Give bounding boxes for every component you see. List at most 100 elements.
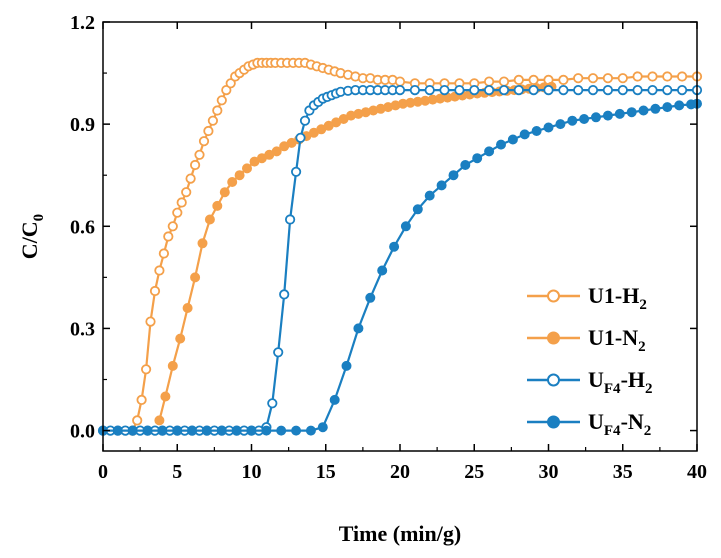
series-line-UF4-H2 — [103, 88, 697, 432]
data-point — [190, 272, 201, 283]
legend: U1-H2 U1-N2 UF4-H2 UF4-N2 — [527, 283, 653, 439]
data-point — [424, 190, 435, 201]
data-point — [221, 85, 232, 96]
data-point — [187, 425, 198, 436]
data-point — [662, 85, 673, 96]
data-point — [212, 105, 223, 116]
data-point — [513, 74, 524, 86]
data-point — [317, 422, 328, 433]
data-point — [353, 323, 364, 334]
data-point — [602, 73, 614, 84]
x-tick-label: 30 — [539, 461, 559, 483]
data-point — [460, 160, 471, 170]
data-point — [632, 85, 643, 96]
y-axis-label: C/C0 — [17, 214, 47, 259]
data-point — [132, 415, 143, 426]
data-point — [365, 292, 376, 303]
data-point — [273, 347, 284, 358]
data-point — [472, 153, 483, 164]
legend-label: U1-N2 — [588, 325, 646, 355]
data-point — [158, 248, 169, 259]
data-point — [424, 85, 435, 96]
legend-label: UF4-N2 — [588, 409, 651, 439]
legend-label: UF4-H2 — [588, 367, 653, 397]
series-line-U1-N2 — [158, 85, 552, 421]
data-point — [291, 425, 302, 436]
data-point — [602, 110, 613, 121]
data-point — [602, 85, 614, 96]
x-tick-label: 10 — [242, 461, 262, 483]
y-tick-label: 0.3 — [70, 318, 95, 340]
data-point — [175, 333, 186, 344]
data-point — [198, 136, 210, 147]
legend-entry-UF4-H2: UF4-H2 — [527, 367, 653, 397]
data-point — [439, 85, 450, 96]
data-point — [662, 102, 673, 113]
data-point — [587, 85, 599, 96]
data-point — [573, 85, 584, 96]
data-point — [212, 200, 223, 211]
data-point — [555, 119, 566, 130]
legend-label: U1-H2 — [588, 283, 647, 313]
data-point — [271, 146, 282, 157]
data-point — [185, 173, 196, 184]
data-point — [394, 76, 406, 87]
legend-marker — [547, 289, 560, 303]
data-point — [142, 425, 153, 436]
data-point — [674, 100, 685, 111]
data-point — [528, 85, 539, 96]
data-point — [203, 125, 214, 137]
data-point — [163, 231, 174, 242]
data-point — [647, 71, 658, 82]
data-point — [528, 74, 539, 86]
data-point — [295, 132, 306, 143]
data-point — [154, 415, 165, 426]
y-tick-label: 0.6 — [70, 216, 95, 238]
data-point — [377, 265, 388, 276]
data-point — [519, 129, 530, 140]
data-point — [400, 221, 411, 232]
data-point — [483, 85, 495, 96]
data-point — [242, 163, 252, 174]
axes-layer: 0 5 10 15 20 25 30 35 40 0.0 0.3 0.6 0.9 1.2 Time (min… — [17, 12, 707, 546]
series-UF4-N2 — [98, 98, 702, 436]
data-point — [154, 265, 165, 276]
data-point — [145, 316, 156, 327]
data-point — [591, 112, 601, 123]
data-point — [181, 187, 192, 198]
data-point — [157, 425, 168, 436]
data-point — [261, 425, 272, 436]
data-point — [543, 122, 554, 133]
data-point — [149, 285, 161, 297]
data-point — [496, 139, 506, 150]
data-point — [676, 71, 688, 82]
data-point — [483, 76, 495, 87]
data-point — [299, 115, 311, 126]
series-line-U1-H2 — [131, 61, 697, 432]
data-point — [389, 241, 400, 252]
legend-entry-UF4-N2: UF4-N2 — [527, 409, 651, 439]
legend-marker — [547, 331, 560, 345]
data-point — [662, 71, 673, 82]
x-tick-label: 35 — [613, 461, 633, 483]
data-point — [676, 85, 688, 96]
data-point — [127, 425, 138, 436]
data-point — [436, 180, 447, 191]
data-point — [284, 214, 296, 225]
data-point — [182, 303, 193, 313]
data-point — [227, 177, 238, 187]
legend-entry-U1-H2: U1-H2 — [527, 283, 647, 313]
series-layer — [97, 57, 703, 436]
data-point — [448, 170, 459, 181]
data-point — [167, 221, 178, 232]
y-tick-label: 0.9 — [70, 114, 95, 136]
data-point — [617, 73, 628, 84]
data-point — [626, 107, 637, 118]
data-point — [201, 425, 212, 436]
y-tick-label: 0.0 — [70, 421, 95, 443]
data-point — [234, 170, 245, 181]
data-point — [141, 364, 152, 375]
x-axis-label: Time (min/g) — [339, 521, 461, 546]
data-point — [587, 73, 599, 84]
data-point — [194, 149, 205, 160]
